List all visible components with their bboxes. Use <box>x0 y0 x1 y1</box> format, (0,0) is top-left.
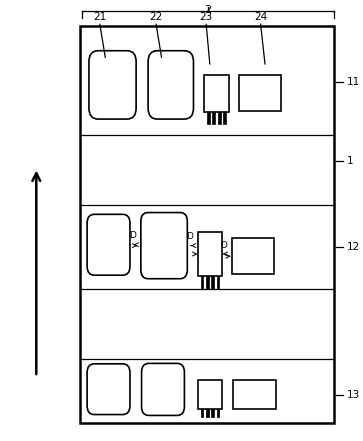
Text: 24: 24 <box>254 12 267 22</box>
Bar <box>206 276 209 288</box>
Bar <box>198 232 222 276</box>
Bar <box>80 26 334 423</box>
FancyBboxPatch shape <box>87 364 130 415</box>
Bar <box>207 112 209 123</box>
Bar <box>211 276 214 288</box>
Text: 2: 2 <box>204 5 211 15</box>
Bar <box>198 380 222 409</box>
Bar <box>233 380 276 409</box>
Bar <box>212 112 215 123</box>
Text: 13: 13 <box>347 390 360 400</box>
FancyBboxPatch shape <box>89 51 136 119</box>
Text: 11: 11 <box>347 77 360 86</box>
Bar <box>216 409 219 417</box>
FancyBboxPatch shape <box>141 213 187 279</box>
Bar <box>239 75 281 111</box>
Text: D: D <box>220 241 227 250</box>
Text: 12: 12 <box>347 242 360 252</box>
Text: 22: 22 <box>150 12 163 22</box>
Bar <box>206 409 209 417</box>
FancyBboxPatch shape <box>87 214 130 275</box>
Text: D: D <box>129 232 135 240</box>
FancyBboxPatch shape <box>142 363 184 415</box>
Text: 1: 1 <box>347 156 353 166</box>
Text: 21: 21 <box>93 12 106 22</box>
FancyBboxPatch shape <box>148 51 193 119</box>
Bar <box>232 238 274 274</box>
Bar <box>216 276 219 288</box>
Bar <box>201 276 204 288</box>
Bar <box>218 112 221 123</box>
Bar <box>201 409 204 417</box>
Bar <box>223 112 226 123</box>
Text: 23: 23 <box>200 12 213 22</box>
Bar <box>211 409 214 417</box>
Text: D: D <box>186 232 192 241</box>
Bar <box>204 75 229 112</box>
